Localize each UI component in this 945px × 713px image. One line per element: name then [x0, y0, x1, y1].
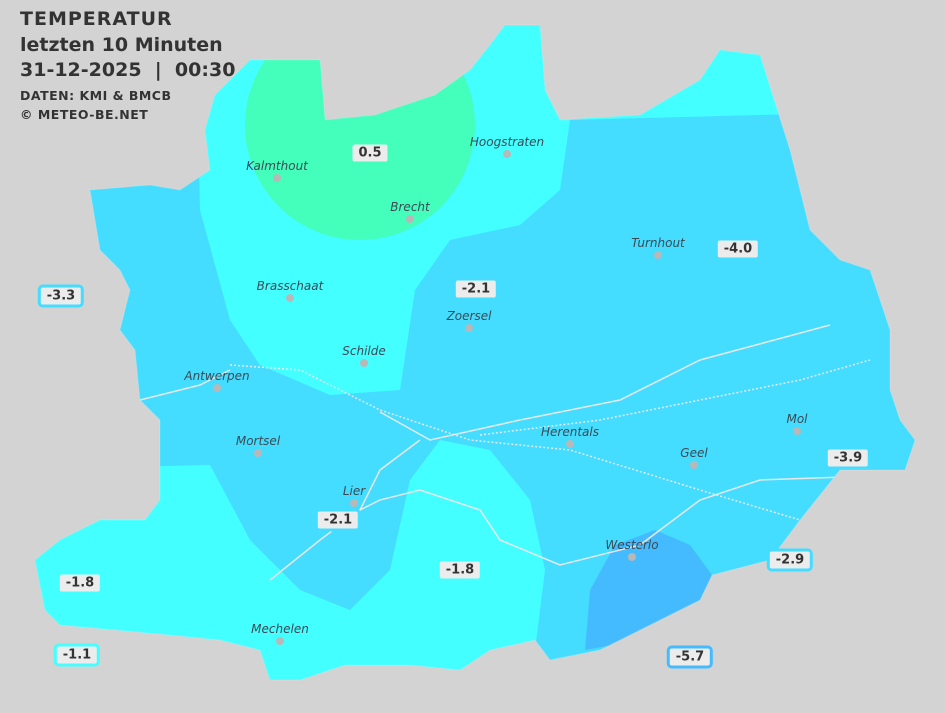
temperature-reading: -4.0	[714, 237, 762, 261]
city-label: Herentals	[541, 425, 599, 439]
zone-warm	[245, 25, 475, 240]
city-label: Geel	[680, 446, 708, 460]
city-label: Brasschaat	[256, 279, 324, 293]
map-datetime: 31-12-2025 | 00:30	[20, 59, 236, 81]
temperature-reading: -2.9	[766, 548, 814, 572]
temperature-reading: -3.3	[37, 284, 85, 308]
city-label: Mol	[786, 412, 808, 426]
city-label: Schilde	[342, 344, 386, 358]
city-marker	[465, 324, 473, 332]
city-label: Turnhout	[631, 236, 685, 250]
city-label: Antwerpen	[184, 369, 250, 383]
city-marker	[628, 553, 636, 561]
temperature-reading: -1.1	[53, 643, 101, 667]
temperature-reading: -2.1	[314, 508, 362, 532]
map-subtitle: letzten 10 Minuten	[20, 34, 223, 56]
city-marker	[273, 174, 281, 182]
city-marker	[276, 637, 284, 645]
copyright: © METEO-BE.NET	[20, 107, 149, 122]
city-label: Mortsel	[235, 434, 281, 448]
city-marker	[793, 427, 801, 435]
city-marker	[286, 294, 294, 302]
city-marker	[566, 440, 574, 448]
city-marker	[503, 150, 511, 158]
city-marker	[350, 499, 358, 507]
temperature-reading: -1.8	[56, 571, 104, 595]
city-marker	[690, 461, 698, 469]
city-label: Lier	[342, 484, 366, 498]
city-marker	[254, 449, 262, 457]
city-label: Westerlo	[605, 538, 659, 552]
data-source: DATEN: KMI & BMCB	[20, 88, 172, 103]
city-label: Mechelen	[251, 622, 309, 636]
city-label: Brecht	[390, 200, 430, 214]
zone-mild-north	[35, 25, 915, 395]
temperature-reading: 0.5	[349, 141, 391, 165]
temperature-reading: -5.7	[666, 645, 714, 669]
city-label: Kalmthout	[246, 159, 308, 173]
city-marker	[654, 251, 662, 259]
city-marker	[213, 384, 221, 392]
city-label: Zoersel	[446, 309, 492, 323]
city-marker	[406, 215, 414, 223]
city-marker	[360, 359, 368, 367]
temperature-reading: -2.1	[452, 277, 500, 301]
map-title: TEMPERATUR	[20, 8, 173, 30]
temperature-reading: -3.9	[824, 446, 872, 470]
temperature-reading: -1.8	[436, 558, 484, 582]
city-label: Hoogstraten	[469, 135, 545, 149]
